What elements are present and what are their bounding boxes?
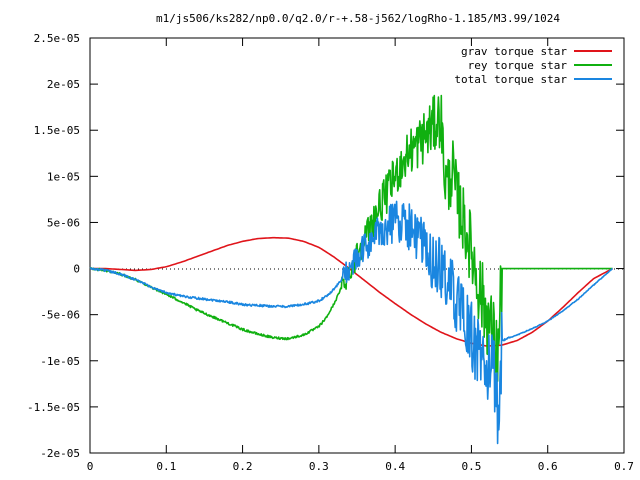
legend-label: grav torque star bbox=[461, 45, 567, 58]
y-tick-label: 2.5e-05 bbox=[34, 32, 80, 45]
y-tick-label: -5e-06 bbox=[40, 309, 80, 322]
chart-title: m1/js506/ks282/np0.0/q2.0/r-+.58-j562/lo… bbox=[156, 12, 560, 25]
series-line-rey-torque-star bbox=[89, 94, 613, 382]
x-tick-label: 0.1 bbox=[156, 460, 176, 473]
y-tick-label: 0 bbox=[73, 263, 80, 276]
y-tick-label: 1e-05 bbox=[47, 170, 80, 183]
y-tick-label: -1e-05 bbox=[40, 355, 80, 368]
y-tick-label: -2e-05 bbox=[40, 447, 80, 460]
x-tick-label: 0 bbox=[87, 460, 94, 473]
legend-label: rey torque star bbox=[468, 59, 568, 72]
x-tick-label: 0.6 bbox=[538, 460, 558, 473]
y-tick-label: 1.5e-05 bbox=[34, 124, 80, 137]
x-tick-label: 0.4 bbox=[385, 460, 405, 473]
y-tick-label: -1.5e-05 bbox=[27, 401, 80, 414]
y-tick-label: 2e-05 bbox=[47, 78, 80, 91]
series-line-grav-torque-star bbox=[90, 236, 613, 347]
x-tick-label: 0.3 bbox=[309, 460, 329, 473]
legend-label: total torque star bbox=[454, 73, 567, 86]
y-axis: 2.5e-05 2e-05 1.5e-05 1e-05 5e-06 0 -5e-06 -1e-… bbox=[27, 32, 624, 460]
x-axis: 0 0.1 0.2 0.3 0.4 0.5 0.6 0.7 bbox=[87, 38, 634, 473]
series-line-total-torque-star bbox=[89, 200, 613, 445]
x-tick-label: 0.5 bbox=[461, 460, 481, 473]
plot-area-frame bbox=[89, 37, 625, 454]
series-group bbox=[89, 94, 613, 445]
y-tick-label: 5e-06 bbox=[47, 216, 80, 229]
x-tick-label: 0.7 bbox=[614, 460, 634, 473]
x-tick-label: 0.2 bbox=[233, 460, 253, 473]
